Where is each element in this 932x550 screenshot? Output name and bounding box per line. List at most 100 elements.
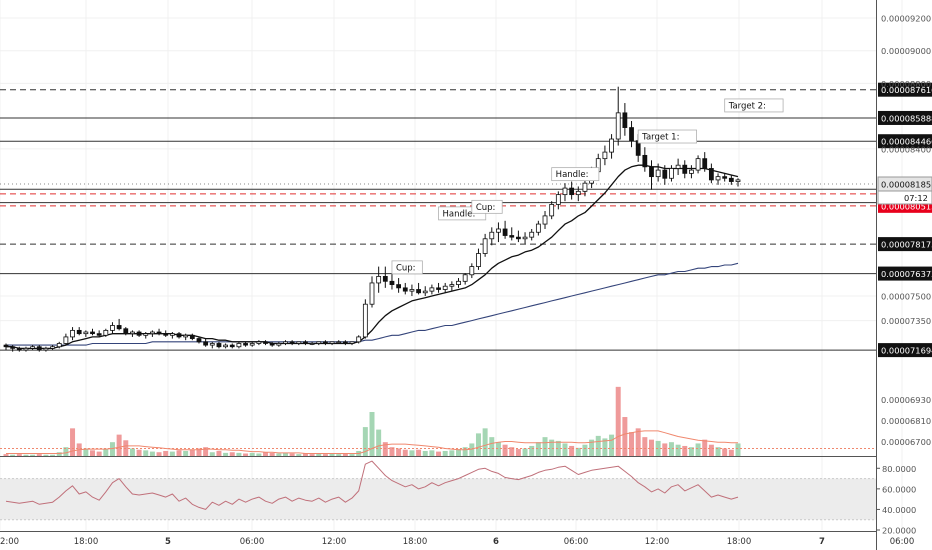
candle-body-up — [549, 204, 555, 217]
volume-bar — [316, 453, 322, 456]
candle — [382, 266, 388, 288]
annotation-box — [471, 199, 503, 214]
candle — [216, 341, 222, 349]
candle-body-up — [496, 228, 501, 233]
volume-bar — [495, 442, 501, 456]
candle-body-down — [402, 287, 408, 292]
volume-bar — [136, 449, 142, 456]
candle-body-down — [303, 341, 308, 344]
volume-bar — [535, 442, 541, 456]
candle — [243, 341, 248, 347]
candle-body-down — [642, 154, 648, 168]
volume-bar — [562, 443, 568, 456]
candle-body-up — [535, 223, 541, 233]
candle — [702, 152, 708, 172]
candle-body-down — [516, 236, 521, 240]
volume-bar — [529, 445, 535, 456]
candle-body-down — [569, 187, 575, 196]
candle-body-up — [309, 343, 315, 345]
candle — [36, 345, 42, 352]
volume-bar — [243, 453, 249, 456]
volume-bar — [589, 439, 595, 456]
volume-bar — [56, 452, 62, 456]
candle-body-up — [150, 331, 155, 335]
volume-bar — [442, 450, 448, 456]
volume-bar — [662, 443, 668, 456]
volume-bar — [582, 444, 588, 456]
candle-body-down — [622, 112, 628, 128]
candle — [296, 341, 302, 346]
annotation-label: Cup: — [471, 199, 503, 214]
time-axis-tick: 6 — [493, 537, 499, 547]
candle — [169, 332, 175, 339]
volume-bar — [183, 450, 189, 456]
candle — [456, 278, 461, 288]
time-axis-tick: 7 — [819, 537, 825, 547]
candle-body-up — [209, 343, 215, 346]
candle-body-up — [715, 176, 721, 181]
volume-bar — [695, 443, 701, 456]
volume-bar — [708, 444, 714, 456]
candle — [728, 175, 734, 185]
candle — [442, 282, 448, 293]
candle — [449, 281, 455, 292]
candle-body-down — [216, 343, 222, 348]
volume-bar — [735, 443, 741, 456]
volume-bar — [688, 447, 694, 456]
candle — [3, 343, 9, 351]
candle — [23, 346, 29, 352]
candle — [103, 328, 109, 337]
volume-bar — [449, 450, 455, 456]
annotation-box — [551, 167, 600, 182]
candle — [136, 330, 142, 337]
volume-bar — [675, 444, 681, 456]
price-level-label: 0.000071694 — [881, 346, 932, 356]
price-level-tag — [878, 110, 932, 125]
candle — [90, 328, 95, 336]
volume-bar — [143, 450, 149, 456]
volume-bar — [509, 447, 515, 456]
volume-bar — [156, 452, 162, 456]
volume-bar — [276, 453, 282, 456]
candle — [203, 338, 209, 347]
volume-axis-tick: 0.00006810 — [881, 416, 931, 426]
volume-bar — [615, 386, 621, 456]
candle-body-up — [555, 194, 561, 205]
candle-body-up — [50, 346, 55, 349]
volume-bar — [389, 447, 395, 456]
price-axis-tick: 0.00008400 — [881, 144, 931, 154]
candle — [76, 327, 82, 336]
price-axis-tick: 0.00009200 — [881, 13, 931, 23]
volume-bar — [715, 447, 721, 456]
candle-body-down — [509, 235, 515, 238]
volume-bar — [349, 454, 355, 456]
annotation-text: Target 1: — [641, 133, 679, 143]
candle-body-down — [289, 341, 295, 344]
candle-body-up — [23, 347, 29, 351]
candle-body-up — [675, 164, 681, 169]
volume-bar — [289, 453, 295, 456]
candle — [143, 332, 149, 339]
candle — [116, 318, 122, 331]
candles[interactable] — [3, 86, 741, 352]
candle-body-up — [83, 331, 89, 335]
candle-body-up — [276, 343, 282, 346]
candle-body-up — [223, 344, 228, 348]
volume-bar — [635, 428, 641, 456]
candle — [150, 330, 155, 337]
volume-bar — [16, 454, 22, 456]
volume-bar — [396, 448, 402, 456]
candle — [342, 340, 348, 346]
candle — [256, 340, 262, 346]
candle — [223, 343, 228, 349]
volume-bar — [482, 428, 488, 456]
candle — [336, 340, 342, 344]
volume-bar — [236, 452, 242, 456]
candle-body-down — [196, 338, 202, 343]
candle-body-down — [36, 346, 42, 351]
candle-body-up — [582, 182, 588, 192]
volume-bar — [702, 439, 708, 456]
candle — [509, 227, 515, 241]
candle — [196, 336, 202, 344]
